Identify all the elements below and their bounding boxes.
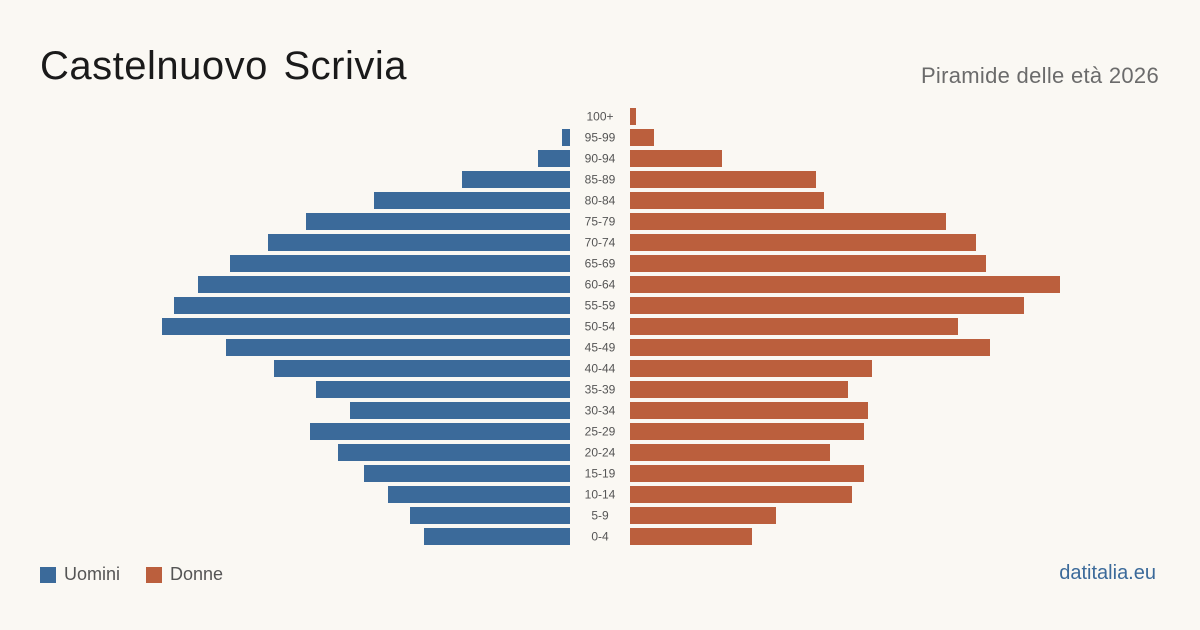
- age-label-30-34: 30-34: [585, 404, 616, 418]
- age-label-90-94: 90-94: [585, 152, 616, 166]
- bar-men-0-4: [424, 528, 570, 545]
- chart-subtitle: Piramide delle età 2026: [920, 63, 1159, 88]
- age-label-60-64: 60-64: [585, 278, 616, 292]
- legend-label-men: Uomini: [64, 564, 121, 584]
- age-label-40-44: 40-44: [585, 362, 616, 376]
- bar-men-80-84: [374, 192, 570, 209]
- bar-men-45-49: [226, 339, 570, 356]
- bar-women-85-89: [630, 171, 816, 188]
- bar-men-55-59: [174, 297, 570, 314]
- chart-title: Castelnuovo Scrivia: [40, 44, 407, 88]
- bar-women-80-84: [630, 192, 824, 209]
- bar-women-35-39: [630, 381, 848, 398]
- age-label-20-24: 20-24: [585, 446, 616, 460]
- age-label-85-89: 85-89: [585, 173, 616, 187]
- age-label-5-9: 5-9: [591, 509, 609, 523]
- bar-women-65-69: [630, 255, 986, 272]
- bar-men-30-34: [350, 402, 570, 419]
- age-label-15-19: 15-19: [585, 467, 616, 481]
- age-label-65-69: 65-69: [585, 257, 616, 271]
- age-label-80-84: 80-84: [585, 194, 616, 208]
- age-label-70-74: 70-74: [585, 236, 616, 250]
- legend-item-men: Uomini: [40, 564, 120, 585]
- bar-women-0-4: [630, 528, 752, 545]
- age-label-75-79: 75-79: [585, 215, 616, 229]
- age-label-100+: 100+: [586, 110, 613, 124]
- bar-women-30-34: [630, 402, 868, 419]
- bar-women-20-24: [630, 444, 830, 461]
- bar-women-60-64: [630, 276, 1060, 293]
- bar-men-75-79: [306, 213, 570, 230]
- bar-men-60-64: [198, 276, 570, 293]
- age-label-95-99: 95-99: [585, 131, 616, 145]
- bar-women-45-49: [630, 339, 990, 356]
- bar-women-100+: [630, 108, 636, 125]
- bar-men-25-29: [310, 423, 570, 440]
- age-label-50-54: 50-54: [585, 320, 616, 334]
- chart-legend: Uomini Donne: [40, 564, 249, 585]
- bar-women-70-74: [630, 234, 976, 251]
- bar-women-5-9: [630, 507, 776, 524]
- bar-men-90-94: [538, 150, 570, 167]
- bar-men-15-19: [364, 465, 570, 482]
- bar-men-10-14: [388, 486, 570, 503]
- age-label-10-14: 10-14: [585, 488, 616, 502]
- bar-women-15-19: [630, 465, 864, 482]
- bar-men-50-54: [162, 318, 570, 335]
- bar-men-5-9: [410, 507, 570, 524]
- bar-men-35-39: [316, 381, 570, 398]
- bar-men-65-69: [230, 255, 570, 272]
- bar-men-70-74: [268, 234, 570, 251]
- legend-item-women: Donne: [146, 564, 223, 585]
- bar-women-40-44: [630, 360, 872, 377]
- bar-men-95-99: [562, 129, 570, 146]
- age-label-35-39: 35-39: [585, 383, 616, 397]
- bar-women-50-54: [630, 318, 958, 335]
- age-label-45-49: 45-49: [585, 341, 616, 355]
- age-label-0-4: 0-4: [591, 530, 609, 544]
- age-label-25-29: 25-29: [585, 425, 616, 439]
- legend-label-women: Donne: [170, 564, 224, 584]
- age-label-55-59: 55-59: [585, 299, 616, 313]
- bar-men-40-44: [274, 360, 570, 377]
- legend-swatch-men: [40, 566, 56, 583]
- bar-women-25-29: [630, 423, 864, 440]
- bar-women-10-14: [630, 486, 852, 503]
- source-link[interactable]: datitalia.eu: [1059, 562, 1156, 584]
- bar-women-75-79: [630, 213, 946, 230]
- bar-men-20-24: [338, 444, 570, 461]
- bar-women-95-99: [630, 129, 654, 146]
- bar-women-55-59: [630, 297, 1024, 314]
- bar-men-85-89: [462, 171, 570, 188]
- legend-swatch-women: [146, 566, 163, 583]
- bar-women-90-94: [630, 150, 722, 167]
